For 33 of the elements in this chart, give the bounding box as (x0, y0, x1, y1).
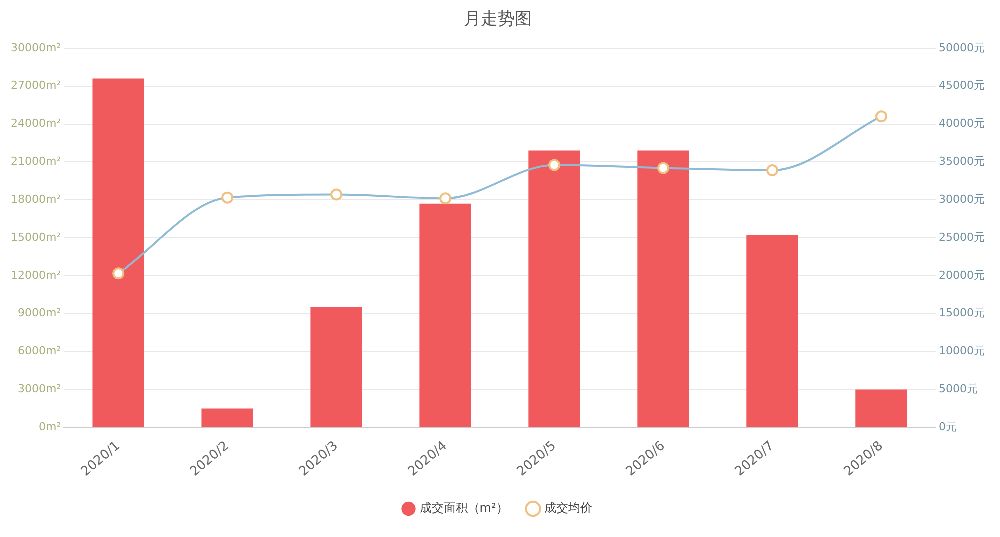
legend-label: 成交面积（m²） (420, 501, 508, 516)
y-tick-label: 12000m² (10, 268, 62, 282)
y-tick-label: 9000m² (18, 306, 62, 320)
y2-tick-label: 15000元 (939, 306, 986, 320)
bar (856, 390, 908, 428)
y-tick-label: 30000m² (10, 41, 62, 54)
y2-tick-label: 0元 (939, 420, 958, 434)
y-tick-label: 3000m² (18, 382, 62, 396)
y2-tick-label: 40000元 (939, 117, 986, 130)
bar (746, 236, 798, 428)
y2-tick-label: 10000元 (939, 344, 986, 358)
chart-title: 月走势图 (464, 10, 532, 30)
y2-tick-label: 45000元 (939, 79, 986, 92)
y-tick-label: 24000m² (10, 117, 62, 130)
bar (202, 408, 254, 428)
bar (528, 150, 580, 428)
bar (310, 308, 362, 428)
y2-tick-label: 35000元 (939, 155, 986, 168)
bar (420, 204, 472, 428)
y-tick-label: 0m² (38, 420, 62, 434)
y-tick-label: 27000m² (10, 79, 62, 92)
legend-label: 成交均价 (544, 501, 592, 516)
y-tick-label: 6000m² (18, 344, 62, 358)
y2-tick-label: 30000元 (939, 192, 986, 206)
y-tick-label: 15000m² (10, 230, 62, 244)
y2-tick-label: 20000元 (939, 268, 986, 282)
bar (638, 150, 690, 428)
y-tick-label: 21000m² (10, 155, 62, 168)
bar (92, 78, 144, 428)
y-tick-label: 18000m² (10, 192, 62, 206)
y2-tick-label: 25000元 (939, 230, 986, 244)
y2-tick-label: 5000元 (939, 382, 978, 396)
y2-tick-label: 50000元 (939, 41, 986, 54)
